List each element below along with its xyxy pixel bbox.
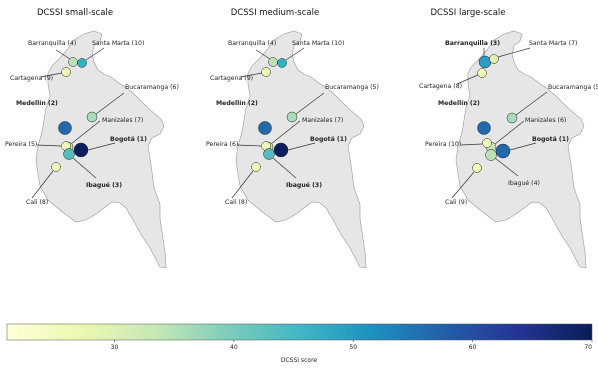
city-marker-cartagena [261, 67, 271, 77]
leader-line [85, 47, 105, 61]
leader-line [70, 120, 101, 145]
city-label: Medellín (2) [216, 99, 258, 107]
colombia-outline [455, 30, 587, 269]
map-panel-1: DCSSI small-scale Barranquilla (4) Santa M… [5, 8, 179, 269]
leader-line [295, 92, 325, 115]
leader-line [270, 120, 301, 145]
colorbar-tick-label: 50 [349, 344, 357, 351]
leader-line [451, 171, 475, 199]
city-label: Manizales (7) [302, 117, 343, 124]
city-label: Cali (8) [26, 199, 48, 206]
city-label: Barranquilla (4) [28, 40, 76, 47]
city-label: Medellín (2) [438, 99, 480, 107]
colorbar-tick-label: 30 [111, 344, 119, 351]
city-label: Santa Marta (10) [92, 40, 144, 47]
leader-line [87, 142, 116, 151]
city-label: Santa Marta (7) [529, 40, 577, 47]
leader-line [36, 144, 62, 147]
map-panel-3: DCSSI large-scale Barranquilla (3) Santa M… [419, 8, 598, 269]
leader-line [72, 157, 97, 179]
city-marker-bucaramanga [86, 111, 98, 123]
city-marker-cartagena [477, 68, 487, 78]
leader-line [272, 157, 297, 179]
leader-line [55, 49, 71, 60]
leader-line [285, 47, 305, 61]
city-label: Medellín (2) [16, 99, 58, 107]
city-label: Ibagué (4) [508, 179, 540, 187]
city-marker-bogotá [495, 143, 511, 159]
leader-line [515, 91, 548, 116]
city-marker-santa-marta [77, 58, 87, 68]
leader-line [255, 49, 271, 60]
city-marker-cali [51, 162, 61, 172]
city-marker-cali [472, 163, 482, 173]
city-marker-pereira [482, 138, 492, 148]
leader-line [497, 47, 531, 58]
leader-line [494, 120, 525, 145]
city-marker-santa-marta [489, 54, 499, 64]
city-label: Barranquilla (3) [445, 40, 500, 47]
city-marker-barranquilla [268, 57, 278, 67]
city-label: Bucaramanga (6) [125, 84, 179, 91]
city-label: Santa Marta (10) [292, 40, 344, 47]
map-panel-2: DCSSI medium-scale Barranquilla (4) Santa … [206, 8, 379, 269]
leader-line [287, 142, 316, 151]
city-label: Pereira (5) [5, 141, 37, 148]
colorbar [6, 323, 593, 341]
city-label: Ibagué (3) [86, 181, 122, 189]
city-marker-barranquilla [478, 55, 492, 69]
panel-title-2: DCSSI medium-scale [231, 8, 319, 18]
city-marker-cali [251, 162, 261, 172]
city-marker-medellín [58, 121, 72, 135]
leader-line [456, 74, 479, 85]
city-marker-ibagué [485, 149, 497, 161]
leader-line [231, 170, 254, 199]
leader-line [460, 143, 483, 146]
leader-line [39, 72, 63, 78]
city-label: Ibagué (3) [286, 181, 322, 189]
city-label: Barranquilla (4) [228, 40, 276, 47]
city-marker-bucaramanga [506, 112, 518, 124]
city-marker-medellín [258, 121, 272, 135]
city-label: Cartagena (8) [419, 83, 462, 90]
city-label: Bucaramanga (5) [325, 84, 379, 91]
leader-line [239, 72, 263, 78]
city-label: Bogotá (1) [110, 135, 147, 143]
city-marker-bogotá [273, 142, 289, 158]
panel-title-1: DCSSI small-scale [37, 8, 113, 18]
panel-title-3: DCSSI large-scale [431, 8, 506, 18]
city-label: Pereira (6) [206, 141, 238, 148]
leader-line [494, 157, 519, 177]
city-label: Manizales (6) [525, 117, 566, 124]
colorbar-tick-label: 40 [230, 344, 238, 351]
city-marker-medellín [477, 121, 491, 135]
leader-line [31, 170, 54, 199]
colorbar-label: DCSSI score [281, 357, 318, 364]
city-label: Bogotá (1) [532, 135, 569, 143]
city-label: Cartagena (9) [210, 75, 253, 82]
city-marker-barranquilla [68, 57, 78, 67]
city-marker-santa-marta [277, 58, 287, 68]
leader-line [509, 142, 537, 151]
city-label: Bogotá (1) [310, 135, 347, 143]
city-label: Manizales (7) [102, 117, 143, 124]
colorbar-tick-label: 60 [469, 344, 477, 351]
city-marker-ibagué [63, 148, 75, 160]
colombia-outline [35, 30, 167, 269]
city-label: Bucaramanga (5) [548, 84, 598, 91]
city-marker-bogotá [73, 142, 89, 158]
city-marker-cartagena [61, 67, 71, 77]
leader-line [236, 144, 262, 147]
city-label: Cali (9) [445, 199, 467, 206]
city-label: Cartagena (9) [10, 75, 53, 82]
colorbar-tick-label: 70 [584, 344, 592, 351]
city-label: Pereira (10) [425, 141, 461, 148]
city-label: Cali (8) [225, 199, 247, 206]
colombia-outline [235, 30, 367, 269]
city-marker-bucaramanga [286, 111, 298, 123]
leader-line [95, 92, 125, 115]
city-marker-ibagué [263, 148, 275, 160]
